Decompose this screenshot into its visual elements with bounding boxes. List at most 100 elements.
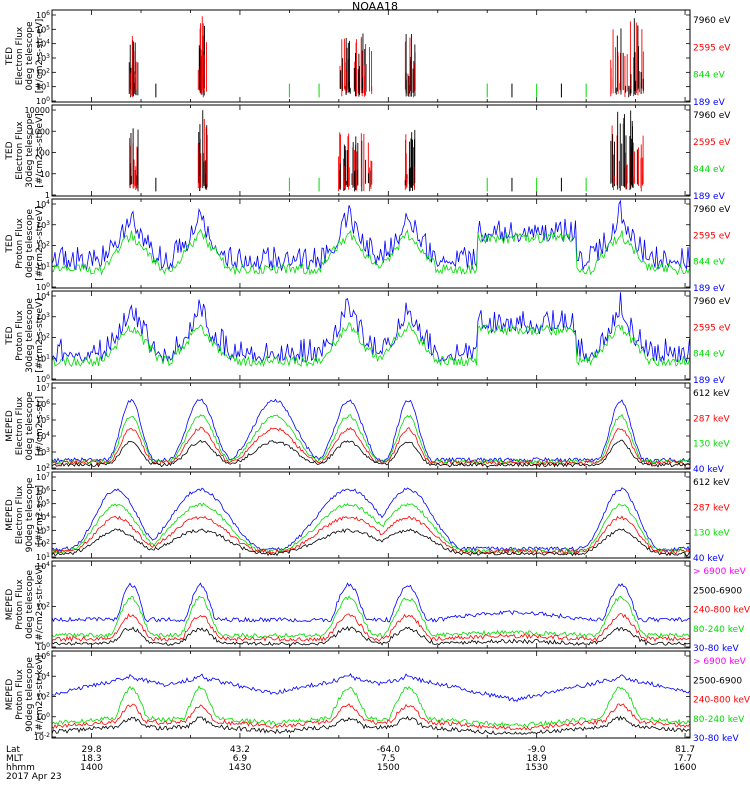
y-axis-label-line: Proton Flux [15, 669, 25, 720]
legend-entry: 189 eV [693, 376, 726, 386]
x-axis-row-value: 81.7 [675, 745, 695, 755]
y-tick-label: 100 [36, 712, 50, 722]
y-axis-label-line: MEPED [5, 410, 15, 442]
y-tick-label: 102 [36, 692, 50, 702]
legend-entry: 189 eV [693, 192, 726, 202]
y-axis-label-line: 90deg telescope [25, 477, 35, 552]
x-axis-annotation: Lat 29.8 43.2 -64.0 -9.0 81.7 MLT 18.3 6.9 7.5 18.… [6, 745, 697, 782]
y-tick-label: 105 [36, 499, 50, 509]
legend-entry: 80-240 keV [693, 715, 745, 725]
legend-entry: 2595 eV [693, 323, 731, 333]
y-tick-label: 104 [36, 512, 50, 522]
legend-entry: > 6900 keV [693, 657, 747, 667]
y-axis-label-line: [#/cm2-s-str-eV] [35, 298, 45, 373]
y-tick-label: 102 [36, 463, 50, 473]
y-tick-label: 100 [35, 149, 50, 158]
meped-proton-series-2 [52, 703, 690, 731]
y-axis-label-line: Proton Flux [15, 218, 25, 269]
x-axis-row-value: 6.9 [233, 754, 248, 764]
legend-entry: 612 keV [693, 389, 730, 399]
meped-proton-series-3 [52, 715, 690, 735]
y-axis-label-line: [#/cm2-s-str-eV] [35, 19, 45, 94]
panel-5: 102 103 104 105 106 107 MEPED Electron Flux 0deg… [5, 382, 730, 475]
meped-electron-series-3 [52, 439, 690, 468]
y-axis-label-line: 0deg telescope [25, 209, 35, 279]
y-axis-label-line: 30deg telescope [25, 298, 35, 373]
y-tick-label: 102 [36, 539, 50, 549]
legend-entry: 844 eV [693, 165, 726, 175]
legend-entry: 130 keV [693, 440, 730, 450]
series-189ev-trace [52, 199, 690, 272]
y-tick-label: 101 [36, 261, 50, 271]
legend-entry: 2500-6900 [693, 586, 742, 596]
panel-traces [129, 110, 644, 192]
panel-6: 101 102 103 104 105 106 107 MEPED Electron Flux 9… [5, 471, 730, 564]
meped-electron-series-3 [52, 528, 690, 557]
y-tick-label: 10-2 [34, 732, 50, 742]
x-axis-row-value: 7.7 [678, 754, 692, 764]
y-axis-label-line: Proton Flux [15, 579, 25, 630]
panel-frame [51, 382, 691, 470]
legend-entry: 30-80 keV [693, 734, 739, 744]
y-tick-label: 104 [36, 431, 50, 441]
meped-proton-series-0 [52, 672, 690, 703]
legend-entry: 7960 eV [693, 205, 731, 215]
x-axis-row-value: 18.3 [82, 754, 102, 764]
y-axis-label-line: [#/cm2-s-str] [35, 396, 45, 456]
series-189ev-trace [52, 292, 690, 364]
y-axis-label-line: TED [5, 141, 15, 160]
y-axis-label-line: Electron Flux [15, 121, 25, 180]
legend-entry: 240-800 keV [693, 696, 750, 706]
panel-traces [52, 582, 690, 647]
y-tick-label: 1 [45, 191, 50, 200]
meped-proton-series-1 [52, 595, 690, 639]
y-axis-label-line: Electron Flux [15, 26, 25, 85]
legend-entry: > 6900 keV [693, 567, 747, 577]
y-axis-label-line: 0deg telescope [25, 21, 35, 91]
y-tick-label: 100 [36, 374, 50, 384]
y-tick-label: 103 [36, 447, 50, 457]
y-tick-label: 105 [36, 24, 50, 34]
x-axis-row-value: -64.0 [377, 745, 401, 755]
x-axis-row-value: 7.5 [381, 754, 395, 764]
panel-2: 1 10 100 1000 10000 TED Electron Flux 30deg tel… [5, 104, 731, 202]
date-label: 2017 Apr 23 [6, 772, 62, 782]
y-tick-label: 1000 [30, 127, 50, 136]
panel-traces [52, 398, 690, 468]
y-tick-label: 101 [36, 552, 50, 562]
panel-traces [52, 199, 690, 276]
legend-entry: 2595 eV [693, 43, 731, 53]
y-tick-label: 103 [36, 525, 50, 535]
y-axis-label-line: [#/cm2-s-str-eV] [35, 206, 45, 281]
legend-entry: 30-80 keV [693, 644, 739, 654]
y-axis-label-line: [#/cm2-s-str-keV] [35, 565, 45, 644]
y-axis-label-line: 30deg telescope [25, 113, 35, 188]
panel-traces [52, 292, 690, 368]
legend-entry: 80-240 keV [693, 625, 745, 635]
x-axis-row-value: 1500 [377, 763, 400, 773]
series-844ev-trace [52, 228, 690, 276]
y-tick-label: 104 [36, 671, 50, 681]
legend-entry: 287 keV [693, 414, 730, 424]
y-tick-label: 101 [36, 82, 50, 92]
legend-entry: 189 eV [693, 98, 726, 108]
legend-entry: 40 keV [693, 465, 725, 475]
panel-4: 100 101 102 103 104 TED Proton Flux 30deg teles… [5, 290, 731, 386]
meped-electron-series-0 [52, 487, 690, 552]
y-tick-label: 104 [36, 199, 50, 209]
meped-proton-series-1 [52, 685, 690, 728]
y-axis-label-line: TED [5, 234, 15, 253]
y-tick-label: 104 [36, 561, 50, 571]
y-tick-label: 107 [36, 472, 50, 482]
y-axis-label-line: MEPED [5, 679, 15, 711]
legend-entry: 7960 eV [693, 16, 731, 26]
y-tick-label: 103 [36, 312, 50, 322]
x-axis-row-value: 1400 [80, 763, 103, 773]
y-tick-label: 104 [36, 39, 50, 49]
y-tick-label: 106 [36, 485, 50, 495]
x-axis-row-value: 1430 [228, 763, 251, 773]
legend-entry: 2500-6900 [693, 676, 742, 686]
y-tick-label: 102 [36, 67, 50, 77]
x-axis-row-value: 18.9 [527, 754, 547, 764]
